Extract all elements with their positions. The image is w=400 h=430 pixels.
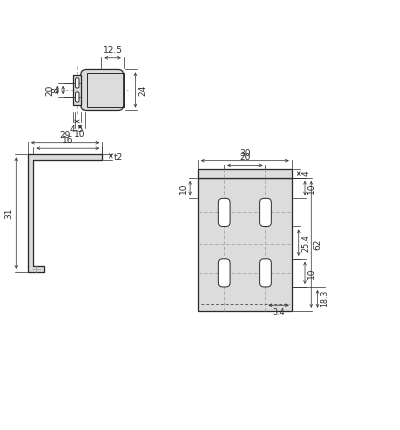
Bar — [198, 178, 292, 311]
Text: 10: 10 — [74, 130, 86, 139]
FancyBboxPatch shape — [218, 198, 230, 227]
Text: 31: 31 — [4, 207, 13, 219]
FancyBboxPatch shape — [81, 70, 124, 111]
Text: 10: 10 — [179, 182, 188, 194]
Text: 16: 16 — [62, 136, 74, 145]
Text: 12.5: 12.5 — [102, 46, 122, 55]
Text: 10: 10 — [307, 182, 316, 194]
Text: 8: 8 — [52, 87, 60, 93]
Polygon shape — [28, 154, 102, 272]
Bar — [198, 169, 292, 178]
Text: t2: t2 — [114, 153, 123, 162]
Text: 25.4: 25.4 — [301, 234, 310, 252]
Bar — [87, 73, 124, 108]
Text: 3.4: 3.4 — [272, 308, 285, 317]
Text: 10: 10 — [307, 267, 316, 279]
FancyBboxPatch shape — [260, 259, 271, 287]
Text: 20: 20 — [45, 84, 54, 95]
FancyBboxPatch shape — [76, 92, 79, 102]
FancyBboxPatch shape — [260, 198, 271, 227]
Text: 24: 24 — [138, 84, 148, 95]
Text: 20: 20 — [239, 153, 250, 162]
Bar — [73, 75, 81, 105]
Text: 30: 30 — [239, 148, 250, 157]
Text: 4.5: 4.5 — [70, 125, 84, 134]
Text: 29: 29 — [60, 131, 71, 140]
Text: 62: 62 — [314, 239, 323, 250]
FancyBboxPatch shape — [76, 78, 79, 88]
FancyBboxPatch shape — [218, 259, 230, 287]
Text: 18.3: 18.3 — [320, 290, 329, 307]
Text: 4: 4 — [301, 171, 310, 176]
